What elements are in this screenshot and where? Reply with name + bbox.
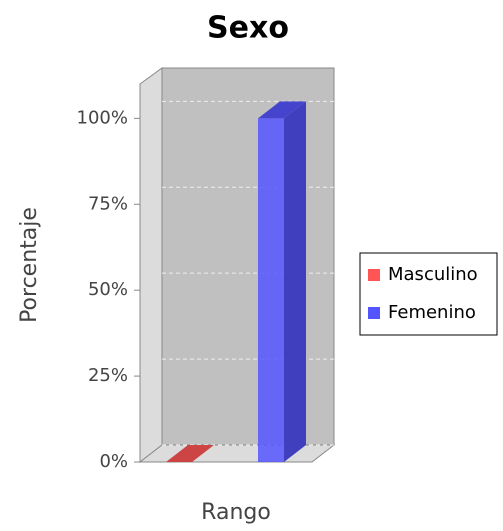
legend-swatch <box>368 269 380 281</box>
back-wall <box>161 67 335 446</box>
legend-box <box>359 252 498 336</box>
legend-swatch <box>368 307 380 319</box>
bar-top <box>258 101 306 119</box>
bar <box>258 118 284 462</box>
legend <box>359 252 498 336</box>
x-axis-label: Rango <box>201 500 271 525</box>
left-wall <box>139 67 163 464</box>
y-tick-label: 0% <box>99 451 128 472</box>
legend-label: Masculino <box>388 264 478 285</box>
bar-side <box>284 101 306 462</box>
y-tick-label: 75% <box>88 193 128 214</box>
y-tick-label: 100% <box>77 107 128 128</box>
chart-title: Sexo <box>207 11 289 46</box>
legend-label: Femenino <box>388 302 476 323</box>
floor <box>138 444 336 463</box>
y-tick-label: 25% <box>88 365 128 386</box>
bar-top <box>166 445 214 462</box>
y-axis-label: Porcentaje <box>17 207 42 323</box>
y-tick-label: 50% <box>88 279 128 300</box>
